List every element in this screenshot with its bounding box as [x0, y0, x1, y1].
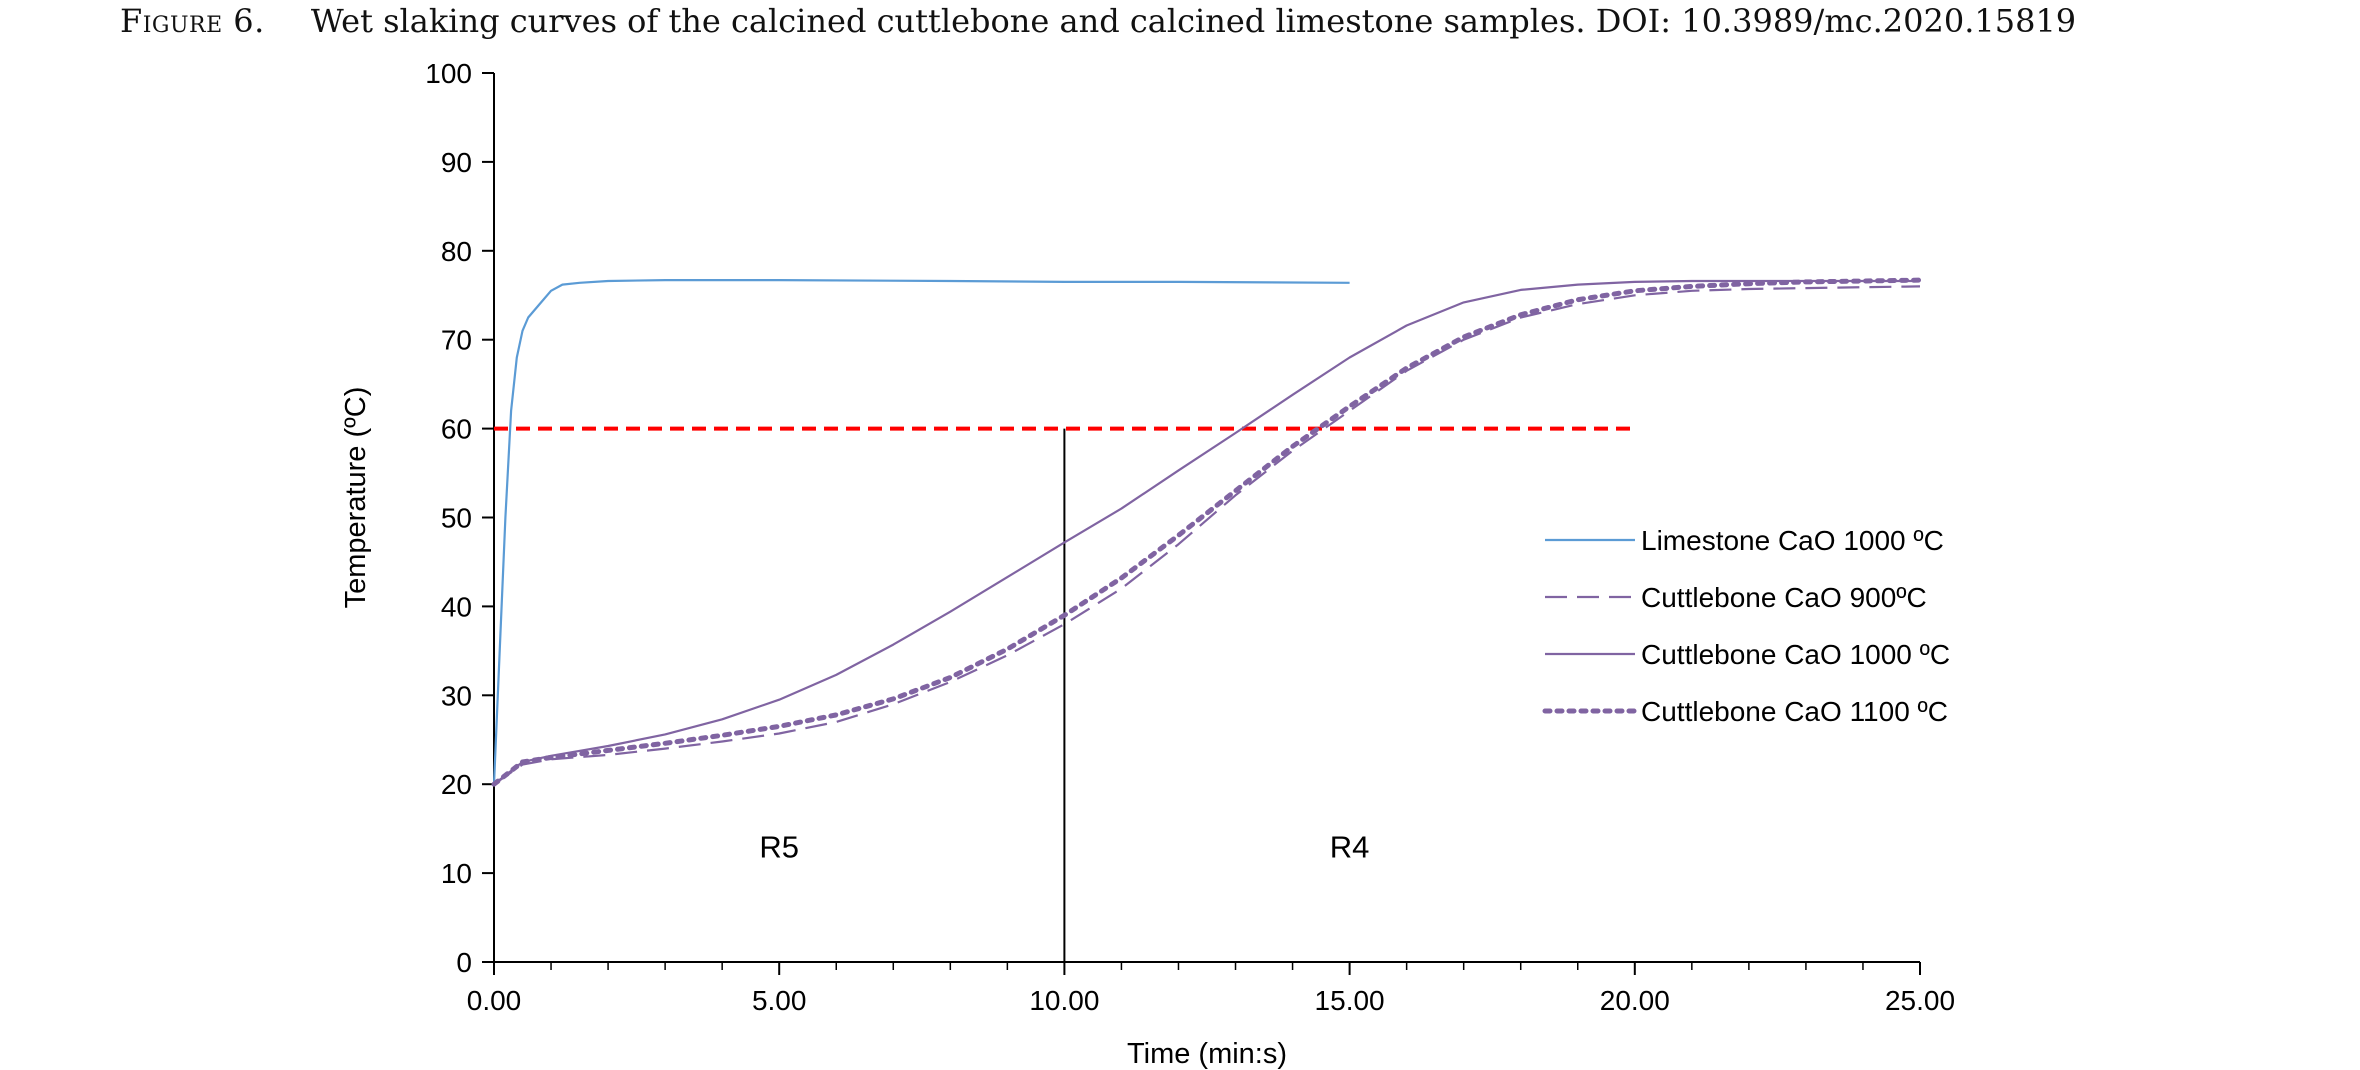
legend-label-1: Limestone CaO 1000 ºC: [1641, 525, 1944, 556]
y-tick-label: 70: [441, 325, 472, 356]
region-label-r5: R5: [759, 829, 799, 864]
y-tick-label: 0: [456, 947, 472, 978]
caption-text: Wet slaking curves of the calcined cuttl…: [310, 2, 2077, 40]
y-tick-label: 40: [441, 591, 472, 622]
legend-label-3: Cuttlebone CaO 1000 ºC: [1641, 639, 1950, 670]
series-line-2: [493, 285, 1921, 786]
x-tick-label: 25.00: [1885, 985, 1955, 1016]
y-tick-label: 60: [441, 414, 472, 445]
legend-label-2: Cuttlebone CaO 900ºC: [1641, 582, 1927, 613]
y-tick-label: 10: [441, 858, 472, 889]
y-tick-label: 90: [441, 147, 472, 178]
x-tick-label: 5.00: [752, 985, 807, 1016]
y-tick-label: 50: [441, 503, 472, 534]
axes: 0 10 20 30 40 50 60 70 80 90 100 0.00 5.00 10.00 15.00…: [425, 58, 1955, 1016]
x-tick-label: 20.00: [1600, 985, 1670, 1016]
y-tick-label: 20: [441, 769, 472, 800]
x-tick-label: 10.00: [1029, 985, 1099, 1016]
y-axis-label: Temperature (ºC): [340, 387, 372, 609]
legend-label-4: Cuttlebone CaO 1100 ºC: [1641, 696, 1948, 727]
figure-caption: Figure 6. Wet slaking curves of the calci…: [120, 2, 2350, 40]
region-labels: R5 R4: [759, 829, 1369, 864]
y-tick-label: 100: [425, 58, 472, 89]
x-axis-label: Time (min:s): [1127, 1038, 1287, 1070]
x-tick-label: 15.00: [1315, 985, 1385, 1016]
reference-lines: [494, 426, 1635, 962]
figure-label: Figure 6.: [120, 2, 265, 40]
series-layer: [491, 277, 1923, 787]
series-line-3: [493, 279, 1920, 786]
region-label-r4: R4: [1330, 829, 1370, 864]
x-tick-label: 0.00: [467, 985, 522, 1016]
series-line-4: [491, 277, 1923, 787]
legend: Limestone CaO 1000 ºC Cuttlebone CaO 900º…: [1542, 525, 1950, 727]
series-line-1: [492, 279, 1350, 785]
y-tick-label: 80: [441, 236, 472, 267]
y-tick-label: 30: [441, 680, 472, 711]
